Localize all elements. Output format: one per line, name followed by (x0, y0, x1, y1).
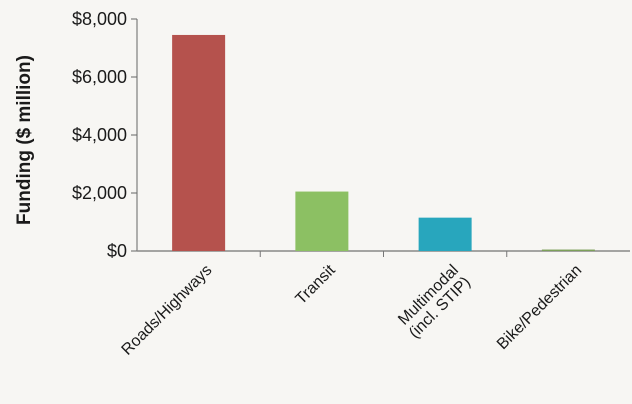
bar (172, 34, 226, 252)
x-tick-label: Transit (293, 261, 340, 308)
y-ticks: $0 $2,000 $4,000 $6,000 $8,000 (72, 9, 137, 261)
bar (541, 249, 595, 251)
y-axis-label: Funding ($ million) (14, 55, 35, 225)
y-tick-label: $8,000 (72, 9, 127, 29)
x-tick-label: Bike/Pedestrian (494, 262, 585, 353)
y-tick-label: $6,000 (72, 67, 127, 87)
x-tick-label: Multimodal(incl. STIP) (394, 262, 474, 342)
y-tick-label: $2,000 (72, 183, 127, 203)
x-tick-labels: Roads/Highways Transit Multimodal(incl. ST… (119, 261, 586, 358)
bar (418, 217, 472, 251)
bar (295, 191, 349, 251)
y-tick-label: $0 (107, 241, 127, 261)
bars (172, 34, 595, 252)
x-tick-label: Roads/Highways (119, 262, 216, 359)
y-tick-label: $4,000 (72, 125, 127, 145)
